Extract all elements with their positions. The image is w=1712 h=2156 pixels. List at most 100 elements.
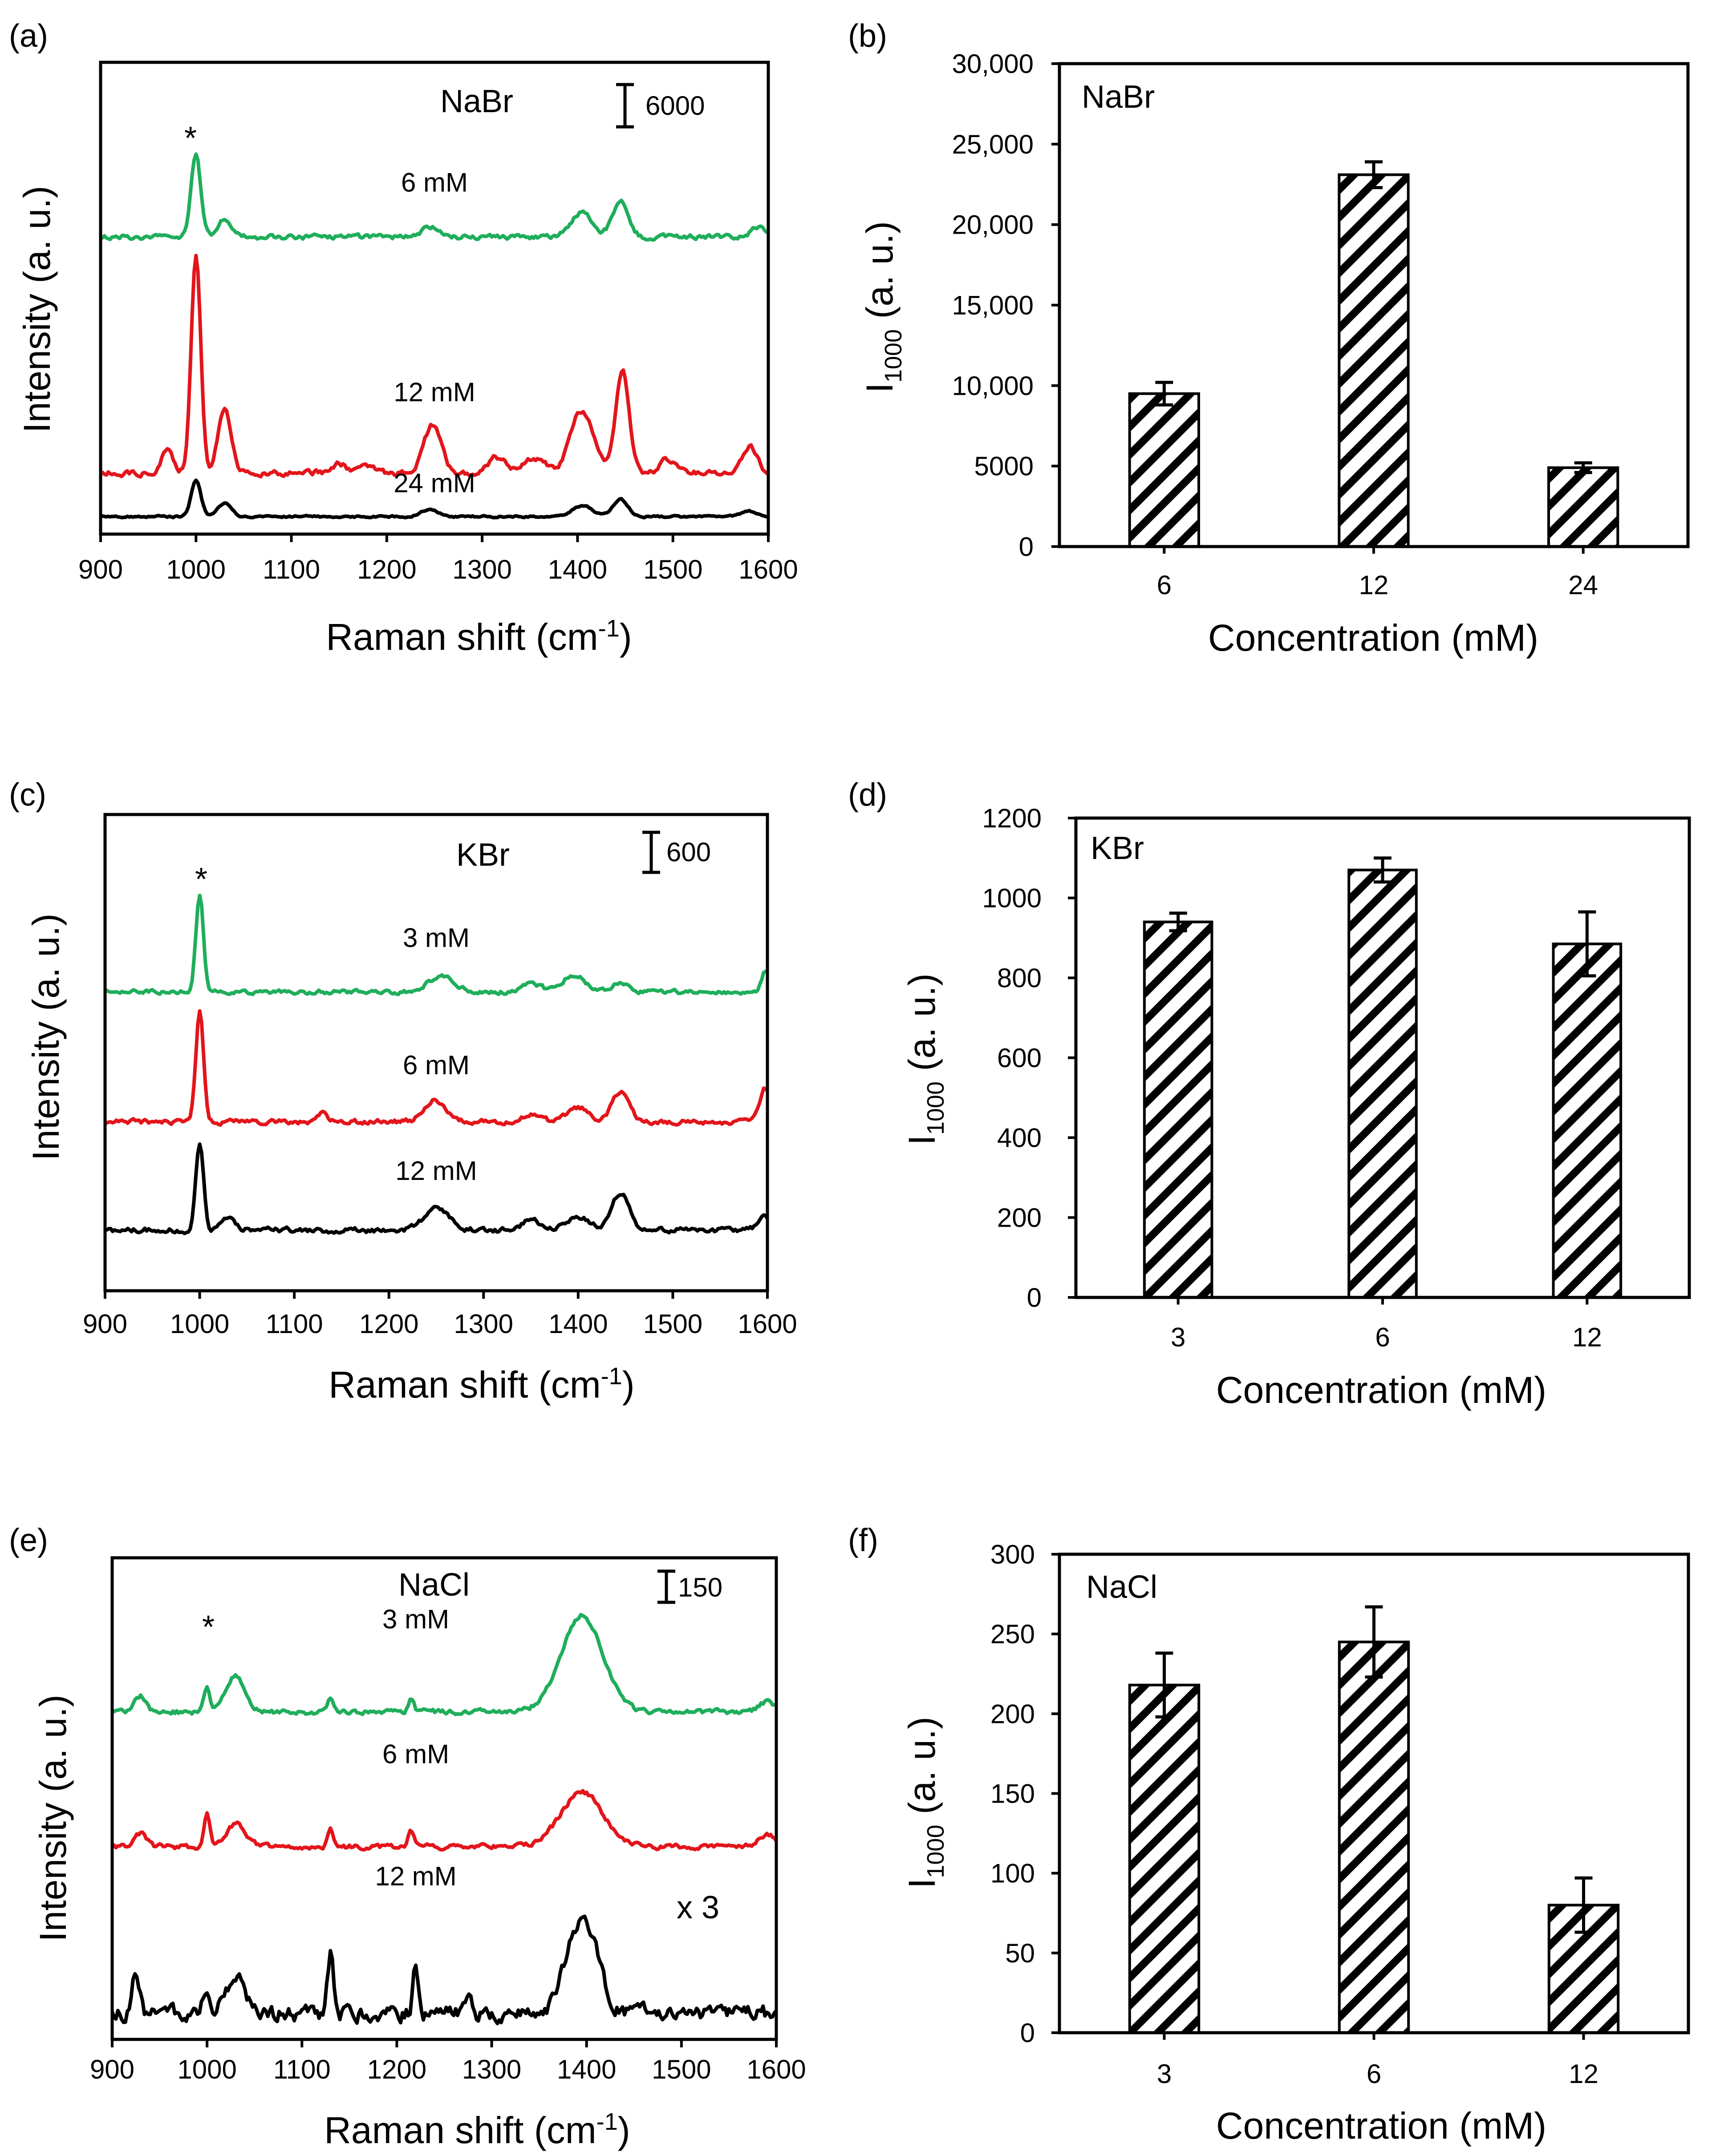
panel-f-title: NaCl — [1086, 1569, 1157, 1605]
panel-e-title: NaCl — [398, 1567, 470, 1603]
panel-e-scale-bar: 150 — [657, 1569, 722, 1604]
panel-c: (c) Intensity (a. u.) Raman shift (cm-1)… — [9, 777, 797, 1406]
panel-c-label: (c) — [9, 777, 46, 813]
panel-f-plot: 0 50 100 150 200 250 300 3 6 12 — [990, 1540, 1620, 2089]
x-tick-label-a-4: 1300 — [452, 555, 511, 584]
error-bar-f-1 — [1365, 1605, 1383, 1679]
panel-b-frame — [1058, 62, 1690, 548]
category-label-b-2: 24 — [1568, 570, 1598, 600]
panel-c-title: KBr — [456, 837, 510, 873]
panel-b-title: NaBr — [1082, 79, 1155, 115]
panel-d-frame — [1074, 816, 1691, 1299]
x-tick-label-a-2: 1100 — [263, 555, 320, 584]
x-tick-label-c-0: 900 — [83, 1309, 127, 1339]
category-label-b-1: 12 — [1359, 570, 1389, 600]
error-bar-d-2 — [1578, 910, 1596, 978]
x-tick-label-e-7: 1600 — [746, 2055, 806, 2084]
x-tick-label-a-5: 1400 — [548, 555, 607, 584]
y-tick-label-b-2: 10,000 — [952, 371, 1034, 401]
panel-d-label: (d) — [848, 777, 887, 813]
y-tick-label-f-0: 0 — [1020, 2018, 1035, 2048]
bar-f-0 — [1128, 1683, 1201, 2034]
y-tick-label-b-3: 15,000 — [952, 291, 1034, 320]
x-tick-label-c-5: 1400 — [548, 1309, 608, 1339]
error-bar-b-0 — [1155, 381, 1173, 407]
y-tick-label-d-3: 600 — [997, 1043, 1042, 1073]
panel-e-plot: 900 1000 1100 1200 1300 1400 1500 1600 3 mM 6 mM 1… — [90, 1605, 806, 2084]
panel-e-scale-label: 150 — [678, 1572, 722, 1602]
error-bar-b-1 — [1365, 160, 1383, 189]
y-tick-label-f-5: 250 — [990, 1619, 1035, 1649]
x-tick-label-a-1: 1000 — [166, 555, 226, 584]
x-tick-label-e-4: 1300 — [462, 2055, 521, 2084]
panel-c-peak-marker: * — [195, 862, 207, 897]
y-tick-label-b-4: 20,000 — [952, 210, 1034, 240]
category-label-f-1: 6 — [1367, 2059, 1381, 2089]
x-tick-label-a-7: 1600 — [738, 555, 798, 584]
x-tick-label-c-2: 1100 — [266, 1309, 323, 1339]
panel-e-label: (e) — [9, 1523, 48, 1558]
error-bar-f-0 — [1155, 1651, 1173, 1718]
panel-a-peak-marker: * — [184, 121, 197, 156]
error-bar-d-0 — [1169, 912, 1187, 932]
panel-d-title: KBr — [1091, 831, 1144, 866]
panel-c-xlabel: Raman shift (cm-1) — [329, 1363, 634, 1406]
category-label-d-2: 12 — [1572, 1322, 1602, 1352]
series-label-e-1: 6 mM — [382, 1739, 449, 1769]
y-tick-label-f-2: 100 — [990, 1859, 1035, 1889]
y-tick-label-f-6: 300 — [990, 1540, 1035, 1569]
panel-f-frame — [1058, 1552, 1690, 2034]
series-line-a-0 — [100, 152, 769, 242]
panel-a-frame — [99, 61, 770, 536]
x-tick-label-e-6: 1500 — [652, 2055, 711, 2084]
panel-a-xlabel: Raman shift (cm-1) — [326, 615, 632, 658]
y-tick-label-b-5: 25,000 — [952, 130, 1034, 159]
panel-d: (d) I1000 (a. u.) Concentration (mM) 0 20… — [848, 777, 1691, 1411]
x-tick-label-e-0: 900 — [90, 2055, 134, 2084]
y-tick-label-d-5: 1000 — [982, 883, 1042, 913]
series-line-a-2 — [100, 478, 769, 520]
bar-b-1 — [1338, 173, 1410, 548]
category-label-b-0: 6 — [1157, 570, 1172, 600]
panel-b-xlabel: Concentration (mM) — [1208, 617, 1538, 659]
x-tick-label-a-6: 1500 — [643, 555, 702, 584]
panel-b-plot: 0 5000 10,000 15,000 20,000 25,000 30,000 6 12 24 — [952, 49, 1619, 600]
bar-f-1 — [1338, 1641, 1410, 2034]
series-label-c-0: 3 mM — [403, 923, 470, 953]
category-label-f-2: 12 — [1569, 2059, 1598, 2089]
category-label-d-1: 6 — [1375, 1322, 1390, 1352]
bar-d-1 — [1347, 868, 1418, 1299]
y-tick-label-b-0: 0 — [1019, 532, 1034, 562]
x-tick-label-c-1: 1000 — [170, 1309, 229, 1339]
panel-a-title: NaBr — [440, 84, 513, 119]
x-tick-label-c-7: 1600 — [738, 1309, 797, 1339]
category-label-f-0: 3 — [1157, 2059, 1172, 2089]
panel-b-label: (b) — [848, 18, 887, 54]
x-tick-label-c-6: 1500 — [643, 1309, 702, 1339]
series-label-c-2: 12 mM — [395, 1156, 477, 1186]
series-label-c-1: 6 mM — [403, 1050, 470, 1080]
panel-a-ylabel: Intensity (a. u.) — [16, 186, 58, 433]
bar-b-0 — [1128, 392, 1200, 548]
panel-e-frame — [110, 1556, 778, 2041]
series-label-e-2: 12 mM — [375, 1861, 456, 1891]
panel-c-ylabel: Intensity (a. u.) — [25, 913, 67, 1161]
x-tick-label-e-2: 1100 — [273, 2055, 331, 2084]
x-tick-label-c-4: 1300 — [454, 1309, 513, 1339]
panel-d-ylabel: I1000 (a. u.) — [901, 973, 949, 1145]
y-tick-label-d-4: 800 — [997, 963, 1042, 993]
panel-a-plot: 900 1000 1100 1200 1300 1400 1500 1600 6 mM 12 mM… — [78, 152, 798, 584]
x-tick-label-e-3: 1200 — [367, 2055, 426, 2084]
panel-e: (e) Intensity (a. u.) Raman shift (cm-1)… — [9, 1523, 806, 2151]
series-line-c-0 — [104, 893, 768, 997]
series-label-e-0: 3 mM — [382, 1605, 449, 1634]
panel-a-scale-bar: 6000 — [616, 83, 705, 129]
y-tick-label-d-1: 200 — [997, 1203, 1042, 1233]
series-label-a-0: 6 mM — [401, 168, 468, 198]
series-line-e-1 — [111, 1789, 778, 1852]
bar-b-2 — [1547, 466, 1619, 548]
y-tick-label-b-1: 5000 — [974, 451, 1034, 481]
panel-b-ylabel: I1000 (a. u.) — [859, 221, 907, 393]
series-line-a-1 — [100, 254, 770, 479]
